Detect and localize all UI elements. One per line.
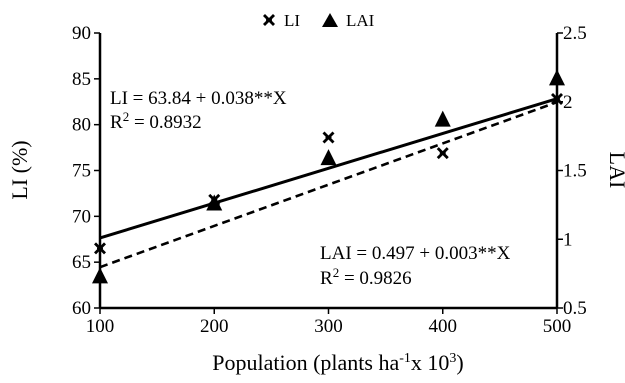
ticks: 100 200 300 400 500 60 65 70 75 80 85 90 0.5 1 1.5 2 2.5 [72,23,587,337]
y-right-tick-label: 1 [563,229,573,250]
lai-fit-line [99,100,558,269]
y-left-tick-label: 80 [72,115,91,136]
x-tick-label: 100 [86,316,115,337]
y-right-tick-label: 1.5 [563,161,587,182]
lai-r-squared: R2 = 0.9826 [320,265,412,289]
lai-point [206,194,223,211]
x-tick-label: 400 [429,316,458,337]
y-left-tick-label: 90 [72,23,91,44]
data-points [92,69,565,284]
fit-lines [99,97,558,269]
legend-li-label: LI [284,11,300,30]
li-point [436,147,449,160]
li-point [551,93,563,105]
y-left-tick-label: 65 [72,252,91,273]
x-tick-label: 300 [314,316,343,337]
lai-point [320,149,337,166]
y-right-tick-label: 0.5 [563,298,587,319]
x-tick-label: 200 [200,316,229,337]
y-axis-right-title: LAI [605,152,625,189]
li-equation: LI = 63.84 + 0.038**X [110,88,287,109]
li-point [94,242,106,255]
li-point [322,131,335,144]
legend-lai-marker [322,13,338,27]
y-right-tick-label: 2.5 [563,23,587,44]
lai-point [92,267,108,284]
x-axis-title: Population (plants ha-1x 103) [212,350,463,375]
plot-area [98,33,559,310]
lai-point [434,110,451,127]
legend-lai-label: LAI [346,11,375,30]
y-left-tick-label: 60 [72,298,91,319]
y-left-tick-label: 75 [72,161,91,182]
y-left-tick-label: 70 [72,206,91,227]
lai-equation: LAI = 0.497 + 0.003**X [320,243,511,264]
legend: LI LAI [263,11,375,30]
lai-point [549,69,565,86]
li-r-squared: R2 = 0.8932 [110,109,202,133]
y-axis-left-title: LI (%) [7,140,32,199]
y-right-tick-label: 2 [563,92,573,113]
x-tick-label: 500 [543,316,572,337]
legend-li-marker [263,14,275,26]
y-left-tick-label: 85 [72,69,91,90]
li-fit-line [99,97,558,240]
